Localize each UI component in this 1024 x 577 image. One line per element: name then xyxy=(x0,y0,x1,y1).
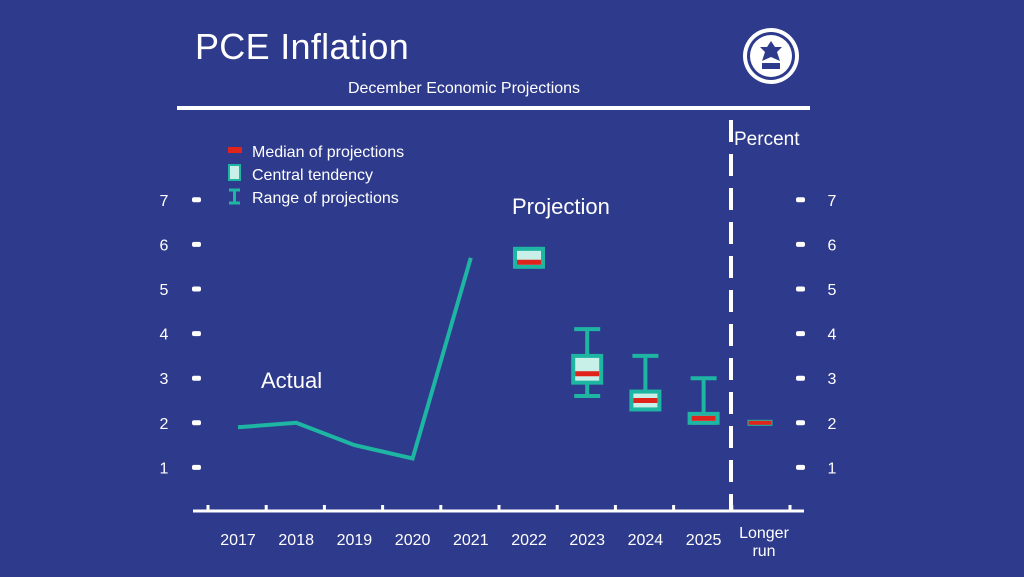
y-tick-label-right: 3 xyxy=(828,371,837,388)
y-tick-mark-left xyxy=(192,420,201,426)
x-tick-label: 2020 xyxy=(395,532,431,549)
y-tick-mark-left xyxy=(192,375,201,381)
chart-subtitle: December Economic Projections xyxy=(347,80,581,97)
legend-median-swatch xyxy=(228,147,242,153)
y-tick-label-left: 2 xyxy=(160,416,169,433)
x-tick-label: Longer xyxy=(739,525,789,542)
projection-annotation: Projection xyxy=(512,194,610,219)
y-tick-mark-right xyxy=(796,286,805,292)
x-tick-label: 2021 xyxy=(453,532,489,549)
y-tick-label-left: 3 xyxy=(160,371,169,388)
projection-2024 xyxy=(629,353,662,412)
median-marker xyxy=(633,398,658,403)
median-marker xyxy=(517,259,541,265)
legend-range-label: Range of projections xyxy=(252,190,399,207)
x-tick-label: 2018 xyxy=(278,532,314,549)
legend-central-swatch xyxy=(228,164,241,181)
x-tick-label: 2022 xyxy=(511,532,547,549)
y-tick-label-left: 6 xyxy=(160,237,169,254)
y-tick-label-right: 4 xyxy=(828,327,837,344)
unit-label: Percent xyxy=(734,129,800,150)
x-tick-label: 2024 xyxy=(628,532,664,549)
x-tick-label: run xyxy=(752,543,775,560)
median-marker xyxy=(691,415,716,421)
projection-2025 xyxy=(687,376,720,425)
legend-range-swatch xyxy=(229,188,240,205)
x-tick-label: 2017 xyxy=(220,532,256,549)
median-marker xyxy=(747,419,773,426)
y-tick-label-left: 5 xyxy=(160,282,169,299)
legend-central-label: Central tendency xyxy=(252,167,373,184)
actual-series-line xyxy=(237,257,473,461)
y-tick-label-right: 7 xyxy=(828,193,837,210)
federal-reserve-seal-icon xyxy=(743,28,799,84)
y-tick-label-left: 1 xyxy=(160,460,169,477)
y-tick-label-right: 5 xyxy=(828,282,837,299)
projection-2022 xyxy=(513,246,545,269)
y-tick-mark-right xyxy=(796,375,805,381)
actual-annotation: Actual xyxy=(261,368,322,393)
y-tick-label-right: 6 xyxy=(828,237,837,254)
y-tick-mark-left xyxy=(192,331,201,337)
median-marker xyxy=(575,371,600,377)
y-tick-mark-left xyxy=(192,464,201,470)
x-tick-label: 2023 xyxy=(569,532,605,549)
y-tick-mark-right xyxy=(796,197,805,203)
projection-longer-run xyxy=(747,419,773,426)
projection-2023 xyxy=(571,327,604,399)
y-tick-mark-left xyxy=(192,197,201,203)
page-title: PCE Inflation xyxy=(195,26,410,67)
legend-median-label: Median of projections xyxy=(252,144,404,161)
x-tick-label: 2025 xyxy=(686,532,722,549)
y-tick-mark-left xyxy=(192,286,201,292)
axes: 2017 2018 2019 2020 2021 2022 2023 2024 2025 Long… xyxy=(160,193,837,560)
y-tick-label-right: 2 xyxy=(828,416,837,433)
x-tick-label: 2019 xyxy=(337,532,373,549)
legend: Median of projections Central tendency R… xyxy=(228,144,404,207)
y-tick-label-left: 7 xyxy=(160,193,169,210)
y-tick-mark-right xyxy=(796,420,805,426)
central-tendency-box xyxy=(571,353,604,385)
y-tick-label-right: 1 xyxy=(828,460,837,477)
y-tick-mark-right xyxy=(796,241,805,247)
y-tick-mark-right xyxy=(796,464,805,470)
y-tick-mark-left xyxy=(192,241,201,247)
y-tick-label-left: 4 xyxy=(160,327,169,344)
y-tick-mark-right xyxy=(796,331,805,337)
data-marks xyxy=(237,246,773,461)
